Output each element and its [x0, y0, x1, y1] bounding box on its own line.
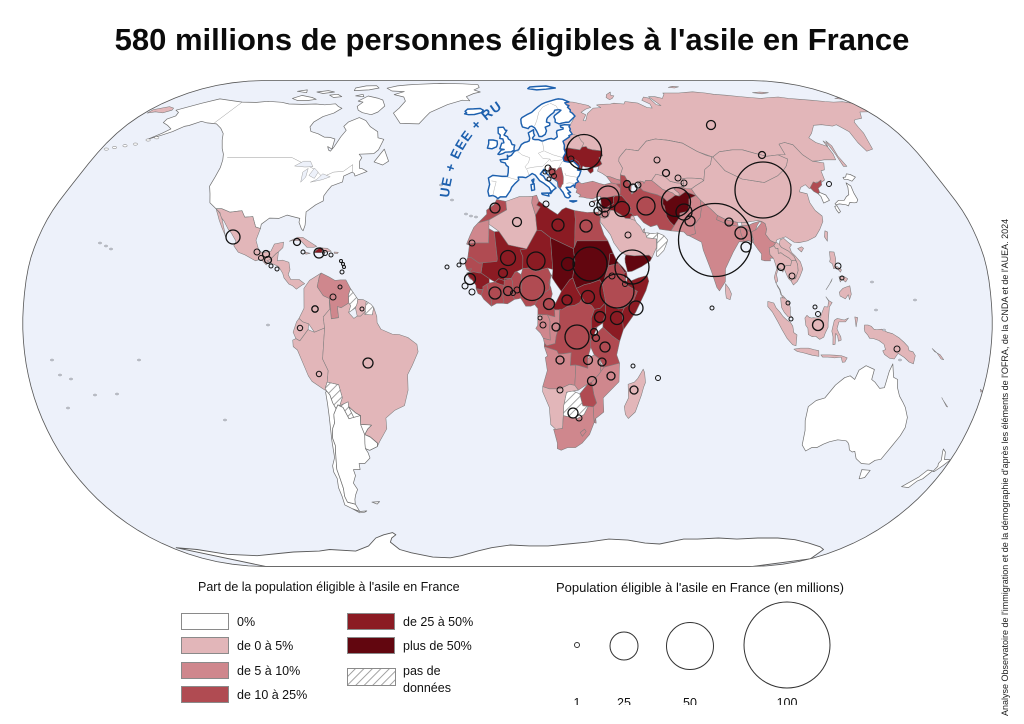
svg-text:50: 50: [683, 696, 697, 705]
svg-text:100: 100: [777, 696, 798, 705]
svg-text:1: 1: [574, 696, 581, 705]
svg-text:25: 25: [617, 696, 631, 705]
